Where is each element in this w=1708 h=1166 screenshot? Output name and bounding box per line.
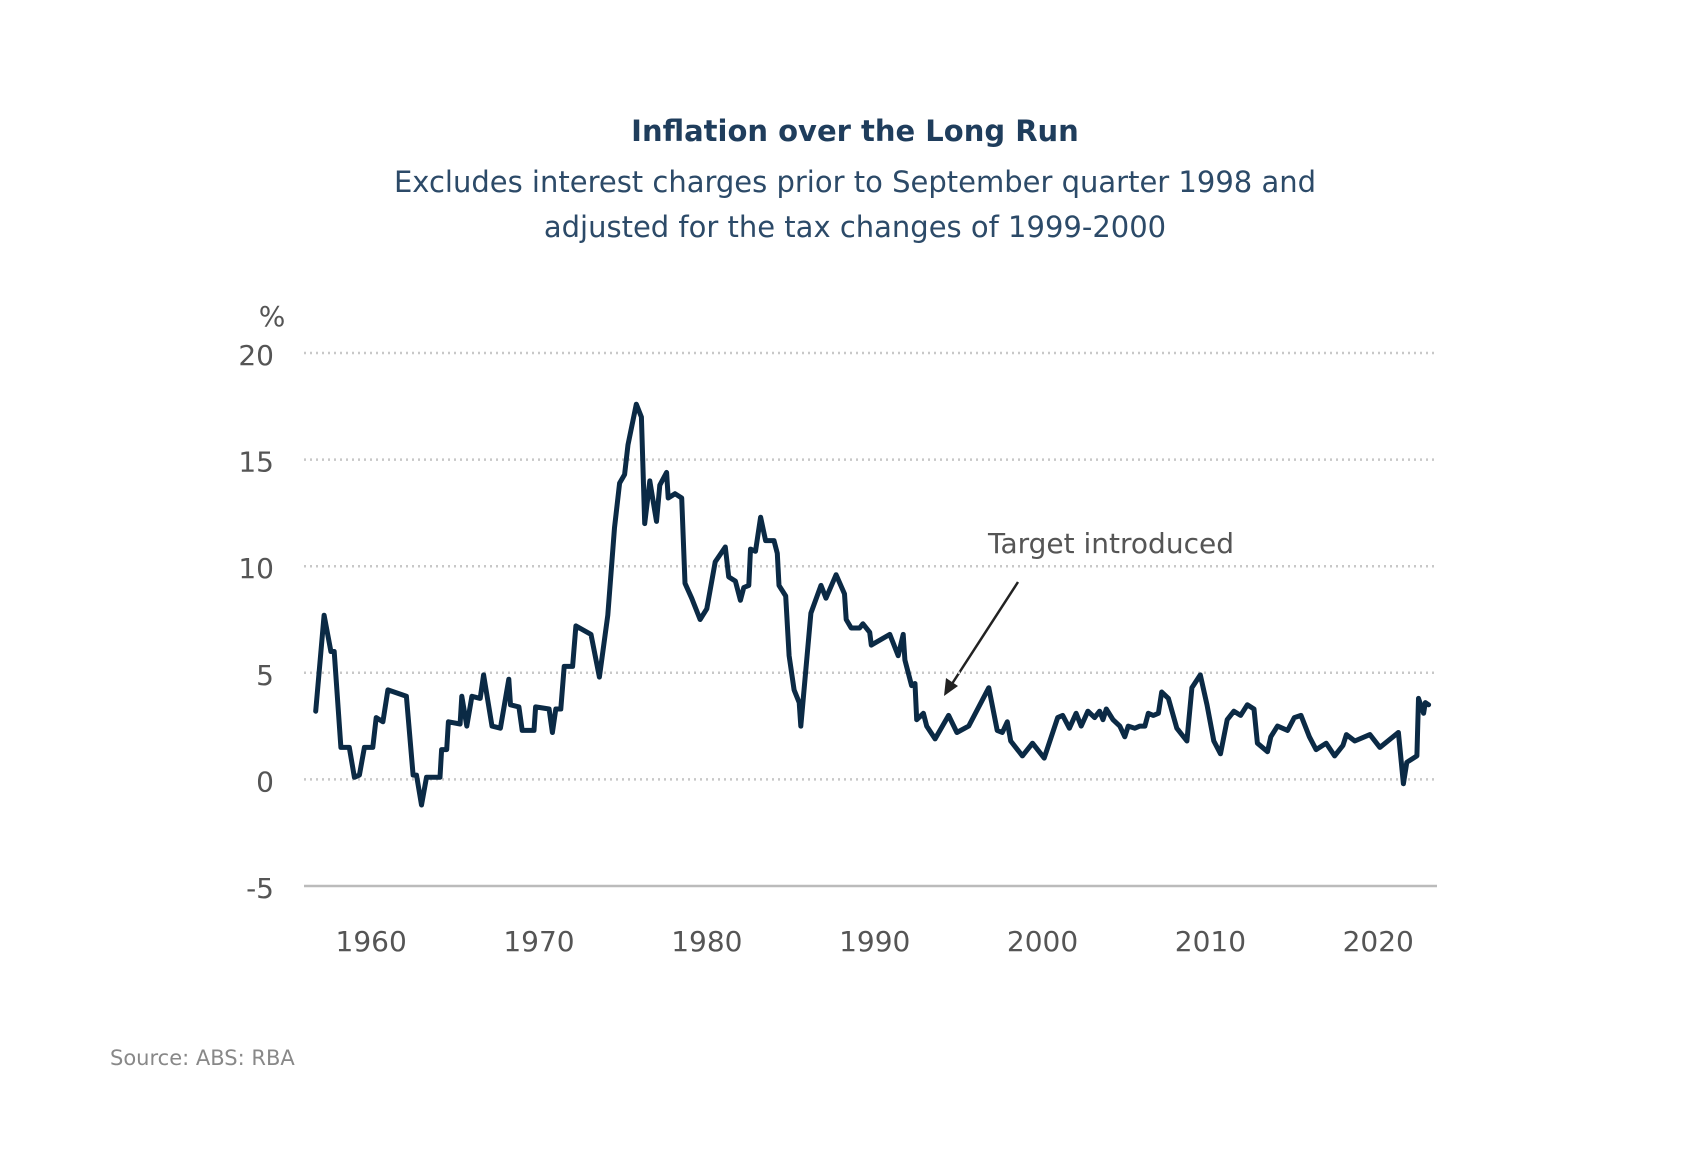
x-tick-label: 2020: [1343, 925, 1414, 958]
x-tick-label: 2010: [1175, 925, 1246, 958]
y-tick-label: 20: [238, 339, 274, 372]
chart-title: Inflation over the Long Run: [631, 114, 1079, 148]
y-tick-label: 0: [256, 765, 274, 798]
x-tick-label: 2000: [1007, 925, 1078, 958]
y-tick-label: 5: [256, 659, 274, 692]
source: Source: ABS: RBA: [110, 1046, 295, 1070]
x-tick-label: 1980: [671, 925, 742, 958]
annotation-arrowhead: [944, 678, 958, 696]
y-axis-label: %: [259, 300, 286, 333]
y-tick-label: 15: [238, 446, 274, 479]
y-tick-label: -5: [246, 872, 274, 905]
chart-subtitle: adjusted for the tax changes of 1999-200…: [544, 210, 1166, 244]
x-tick-label: 1990: [839, 925, 910, 958]
annotation: Target introduced: [987, 527, 1234, 560]
x-tick-label: 1960: [336, 925, 407, 958]
data-line: [313, 401, 1432, 808]
x-tick-label: 1970: [503, 925, 574, 958]
y-tick-label: 10: [238, 552, 274, 585]
chart-subtitle: Excludes interest charges prior to Septe…: [394, 165, 1316, 199]
